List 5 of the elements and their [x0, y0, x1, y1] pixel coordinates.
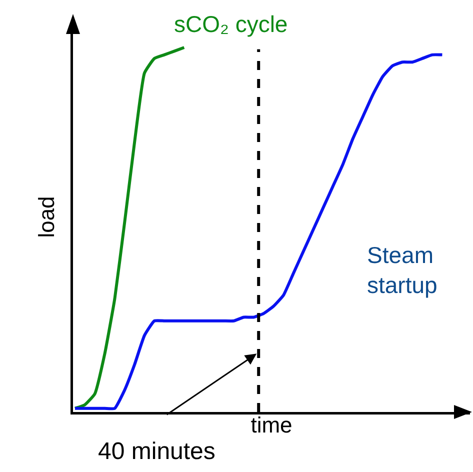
text: Steam startup [367, 242, 438, 298]
x-axis-title: time [250, 412, 292, 438]
text: 40 minutes [98, 438, 216, 465]
series-label: sCO₂ cycle [174, 11, 288, 37]
y-axis-title: load [34, 196, 60, 238]
